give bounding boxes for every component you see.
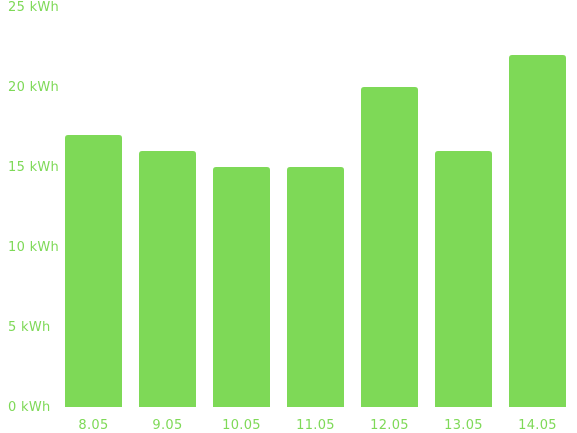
bar <box>435 151 492 407</box>
bar <box>65 135 122 407</box>
y-tick-label: 15 kWh <box>8 160 59 175</box>
y-tick-label: 0 kWh <box>8 400 51 415</box>
x-tick-label: 13.05 <box>444 418 483 433</box>
y-tick-label: 25 kWh <box>8 0 59 15</box>
y-tick-label: 20 kWh <box>8 80 59 95</box>
x-tick-label: 9.05 <box>152 418 182 433</box>
bar <box>509 55 566 407</box>
x-tick-label: 8.05 <box>78 418 108 433</box>
y-axis: 0 kWh 5 kWh 10 kWh 15 kWh 20 kWh 25 kWh <box>8 0 59 415</box>
x-tick-label: 12.05 <box>370 418 409 433</box>
bar <box>287 167 344 407</box>
bar <box>139 151 196 407</box>
x-axis: 8.05 9.05 10.05 11.05 12.05 13.05 14.05 <box>78 418 556 433</box>
bar <box>361 87 418 407</box>
x-tick-label: 10.05 <box>222 418 261 433</box>
bar <box>213 167 270 407</box>
bars <box>65 55 566 407</box>
y-tick-label: 10 kWh <box>8 240 59 255</box>
x-tick-label: 14.05 <box>518 418 557 433</box>
x-tick-label: 11.05 <box>296 418 335 433</box>
y-tick-label: 5 kWh <box>8 320 51 335</box>
